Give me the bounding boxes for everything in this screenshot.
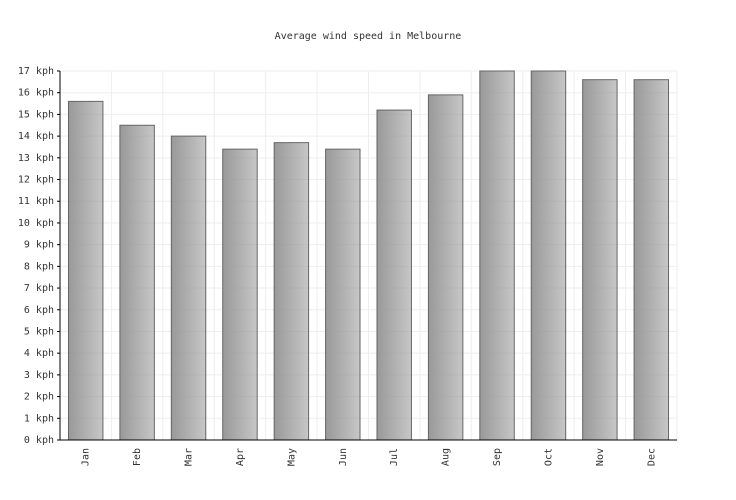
y-tick-label: 17 kph (18, 66, 54, 77)
bar (376, 109, 412, 441)
y-tick-label: 6 kph (24, 305, 54, 316)
bar (222, 148, 258, 441)
y-tick-label: 4 kph (24, 348, 54, 359)
bar (427, 94, 464, 441)
y-tick-label: 12 kph (18, 175, 54, 186)
bar (119, 124, 155, 441)
x-tick-label: Apr (235, 448, 246, 466)
x-tick-label: Nov (595, 448, 606, 466)
chart-title: Average wind speed in Melbourne (275, 31, 462, 42)
y-tick-label: 16 kph (18, 88, 54, 99)
x-tick-label: Sep (492, 448, 503, 466)
y-tick-label: 13 kph (18, 153, 54, 164)
y-tick-label: 5 kph (24, 326, 54, 337)
y-tick-label: 0 kph (24, 435, 54, 446)
bar (479, 70, 515, 441)
y-tick-label: 1 kph (24, 413, 54, 424)
x-tick-label: May (286, 448, 297, 466)
x-tick-label: Jun (338, 448, 349, 466)
bar (582, 79, 618, 441)
x-tick-label: Jul (389, 448, 400, 466)
y-tick-label: 3 kph (24, 370, 54, 381)
y-tick-label: 9 kph (24, 240, 54, 251)
bar (170, 135, 207, 441)
x-tick-label: Jan (81, 448, 92, 466)
bar (530, 70, 567, 441)
x-tick-label: Oct (543, 448, 554, 466)
y-tick-label: 8 kph (24, 261, 54, 272)
bar (273, 142, 310, 441)
y-tick-label: 14 kph (18, 131, 54, 142)
x-tick-label: Mar (184, 448, 195, 466)
bar (325, 148, 361, 441)
bar (67, 100, 104, 441)
y-tick-label: 10 kph (18, 218, 54, 229)
y-tick-label: 15 kph (18, 109, 54, 120)
y-tick-label: 2 kph (24, 392, 54, 403)
x-tick-label: Feb (132, 448, 143, 466)
bar (633, 79, 670, 441)
y-tick-label: 7 kph (24, 283, 54, 294)
y-tick-label: 11 kph (18, 196, 54, 207)
x-tick-label: Aug (441, 448, 452, 466)
x-tick-label: Dec (646, 448, 657, 466)
